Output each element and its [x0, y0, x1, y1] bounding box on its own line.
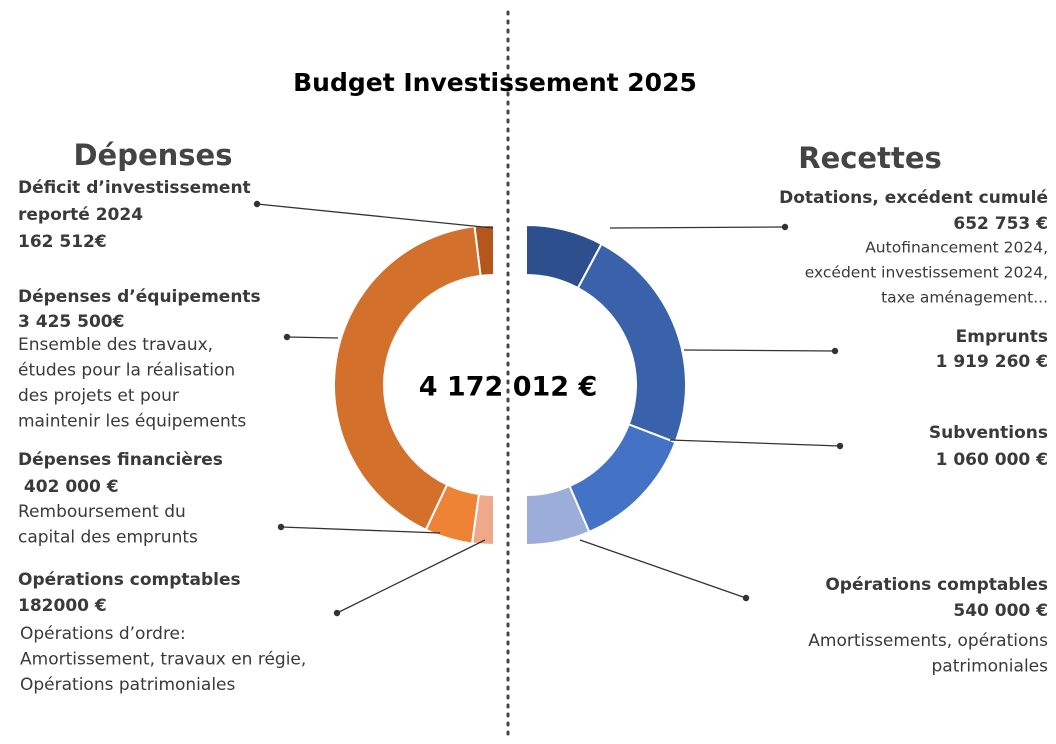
description: Amortissement, travaux en régie, [20, 650, 306, 670]
value-label: 182000 € [18, 596, 107, 616]
description: patrimoniales [931, 657, 1048, 677]
leader-line [579, 539, 747, 599]
description: Autofinancement 2024, [865, 239, 1048, 257]
category-label: Subventions [929, 423, 1048, 443]
category-label: Opérations comptables [825, 575, 1048, 595]
category-label: Opérations comptables [18, 570, 241, 590]
leader-dot [283, 333, 291, 341]
leader-line [609, 226, 786, 229]
donut-segment [471, 492, 495, 547]
donut-segment [333, 225, 482, 532]
leader-dot [277, 523, 285, 531]
category-label: Emprunts [956, 327, 1048, 347]
leader-dot [333, 609, 341, 617]
category-label: Déficit d’investissement [18, 178, 251, 198]
description: Remboursement du [18, 502, 186, 522]
leader-line [669, 439, 841, 447]
category-label: Dépenses financières [18, 450, 223, 470]
description: excédent investissement 2024, [805, 264, 1048, 282]
category-label: Dépenses d’équipements [18, 287, 261, 307]
chart-title: Budget Investissement 2025 [293, 68, 697, 97]
leader-dot [253, 200, 261, 208]
leader-dot [831, 347, 839, 355]
value-label: 540 000 € [953, 601, 1048, 621]
leader-dot [836, 442, 844, 450]
donut-segment [576, 242, 687, 444]
series-header: Dépenses [73, 138, 232, 172]
description: taxe aménagement... [881, 289, 1048, 307]
value-label: 1 919 260 € [936, 352, 1048, 372]
description: études pour la réalisation [18, 361, 235, 381]
donut-segment [568, 423, 677, 534]
description: Amortissements, opérations [808, 631, 1048, 651]
description: capital des emprunts [18, 528, 198, 548]
leader-line [683, 349, 836, 352]
series-header: Recettes [798, 141, 942, 175]
leader-line [256, 203, 494, 229]
category-label: reporté 2024 [18, 205, 143, 225]
description: des projets et pour [18, 386, 179, 406]
donut-segment [525, 484, 591, 547]
leader-dot [742, 594, 750, 602]
leader-line [336, 539, 486, 614]
category-label: Dotations, excédent cumulé [779, 188, 1048, 208]
total-label: 4 172 012 € [419, 372, 598, 403]
description: Opérations d’ordre: [20, 624, 186, 644]
description: maintenir les équipements [18, 412, 246, 432]
description: Opérations patrimoniales [20, 675, 236, 695]
description: Ensemble des travaux, [18, 335, 213, 355]
value-label: 162 512€ [18, 232, 107, 252]
leader-line [280, 526, 441, 534]
leader-dot [781, 223, 789, 231]
value-label: 3 425 500€ [18, 312, 124, 332]
value-label: 402 000 € [18, 477, 119, 497]
value-label: 1 060 000 € [936, 450, 1048, 470]
value-label: 652 753 € [953, 214, 1048, 234]
leader-line [286, 336, 339, 339]
